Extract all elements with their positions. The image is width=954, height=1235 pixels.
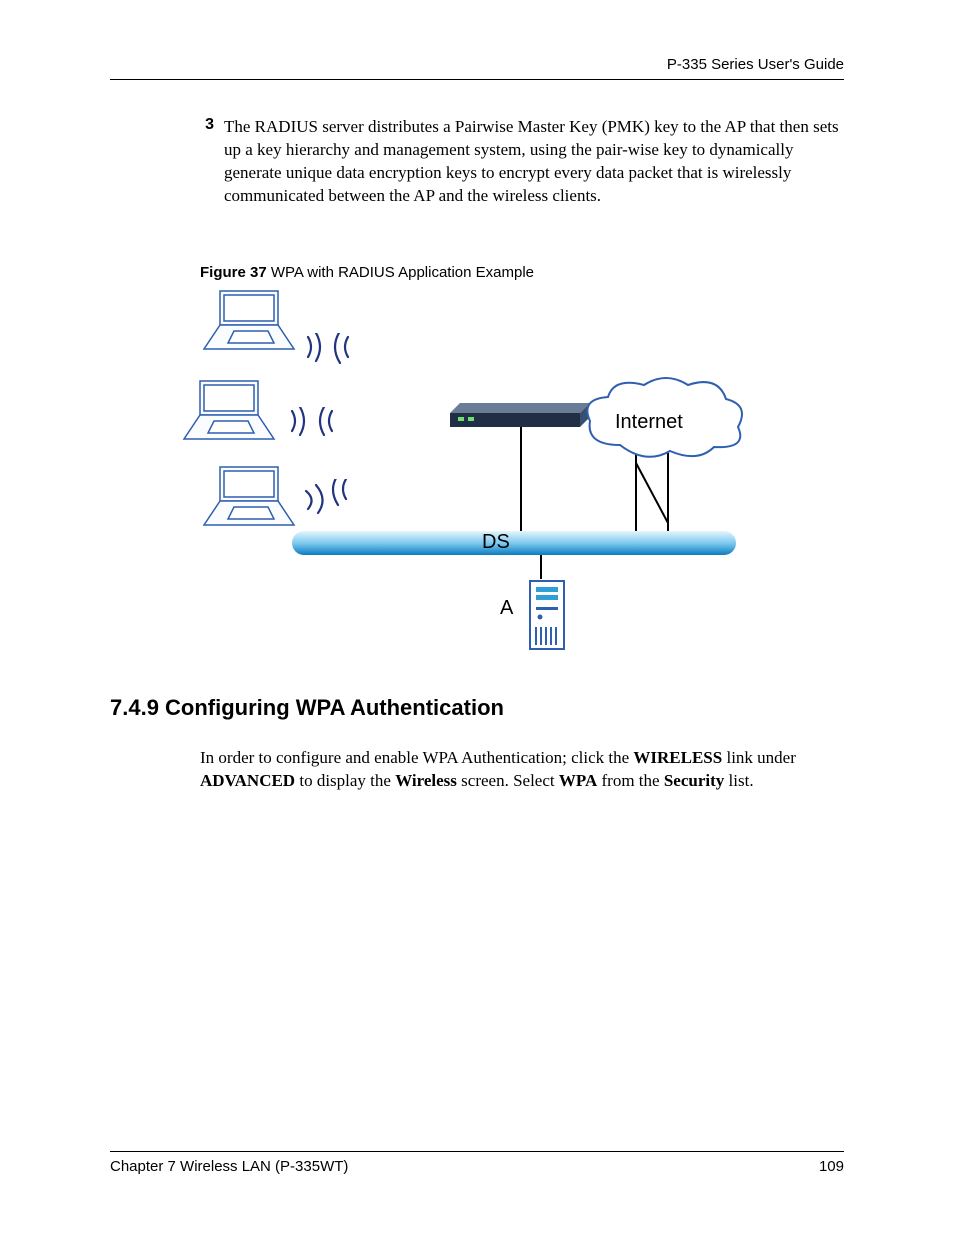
list-text: The RADIUS server distributes a Pairwise…	[220, 116, 844, 208]
ds-bar	[290, 530, 740, 556]
connector-line	[540, 555, 542, 579]
wireless-waves-icon	[300, 479, 352, 519]
server-icon	[526, 577, 576, 662]
footer-left: Chapter 7 Wireless LAN (P-335WT)	[110, 1158, 348, 1175]
text-run: from the	[597, 771, 664, 790]
laptop-icon	[190, 461, 300, 537]
figure-label-bold: Figure 37	[200, 264, 267, 281]
figure-caption: Figure 37 WPA with RADIUS Application Ex…	[200, 264, 844, 281]
text-run: link under	[722, 748, 796, 767]
section-heading: 7.4.9 Configuring WPA Authentication	[110, 695, 844, 721]
internet-label: Internet	[615, 411, 683, 434]
text-bold: ADVANCED	[200, 771, 295, 790]
ds-label: DS	[482, 531, 510, 554]
text-run: to display the	[295, 771, 395, 790]
server-a-label: A	[500, 597, 513, 620]
text-bold: WPA	[559, 771, 597, 790]
footer: Chapter 7 Wireless LAN (P-335WT) 109	[110, 1151, 844, 1175]
text-bold: Wireless	[395, 771, 457, 790]
section-paragraph: In order to configure and enable WPA Aut…	[200, 747, 844, 793]
footer-right: 109	[819, 1158, 844, 1175]
wireless-waves-icon	[302, 333, 354, 373]
laptop-icon	[190, 285, 300, 361]
text-bold: Security	[664, 771, 724, 790]
header-text: P-335 Series User's Guide	[110, 56, 844, 73]
text-bold: WIRELESS	[633, 748, 722, 767]
text-run: screen. Select	[457, 771, 559, 790]
figure-label-rest: WPA with RADIUS Application Example	[267, 264, 534, 281]
list-number: 3	[200, 116, 220, 208]
router-icon	[444, 403, 594, 438]
laptop-icon	[170, 375, 280, 451]
wireless-waves-icon	[286, 407, 338, 441]
numbered-list-item: 3 The RADIUS server distributes a Pairwi…	[200, 116, 844, 208]
header-rule: P-335 Series User's Guide	[110, 56, 844, 80]
text-run: list.	[724, 771, 753, 790]
figure-diagram: DS	[200, 285, 760, 665]
text-run: In order to configure and enable WPA Aut…	[200, 748, 633, 767]
